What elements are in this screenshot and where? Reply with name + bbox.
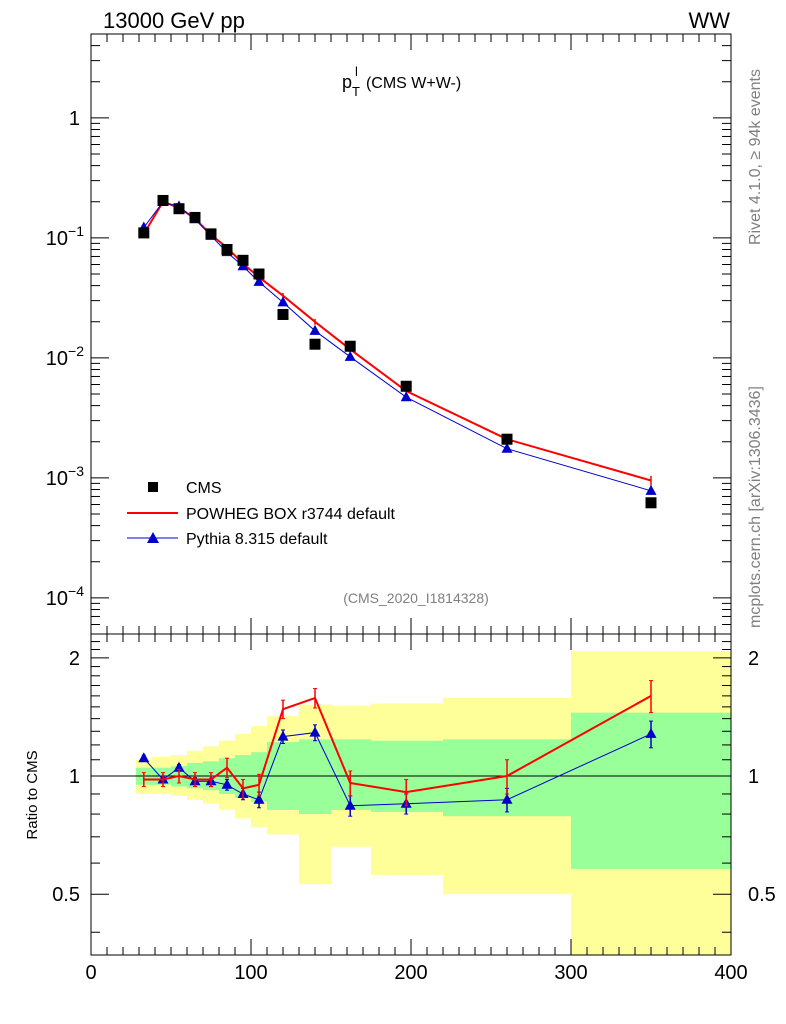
pythia-ratio-point [309,726,321,737]
pythia-point [309,324,321,335]
title-sup: l [355,64,358,79]
ratio-y-ticks: 2 2 1 1 0.5 0.5 [52,641,776,933]
y-tick-exponent: −3 [68,463,84,479]
rivet-version-label: Rivet 4.1.0, ≥ 94k events [747,69,764,245]
ratio-y-tick-label: 0.5 [52,884,80,906]
cms-point [253,268,265,280]
pythia-point [501,442,513,453]
y-tick-base: 10 [46,588,68,610]
pythia-ratio-point [344,799,356,810]
pythia-point [645,484,657,495]
source-label: mcplots.cern.ch [arXiv:1306.3436] [747,386,764,628]
y-tick-label: 1 [69,108,80,130]
legend-label-cms: CMS [186,480,222,497]
ratio-ylabel: Ratio to CMS [24,750,41,839]
pythia-ratio-point [221,778,233,789]
x-tick-label: 300 [554,962,587,984]
cms-point [221,244,233,256]
title-rest: (CMS W+W-) [366,75,461,92]
cms-point [501,433,513,445]
analysis-tag: (CMS_2020_I1814328) [343,590,489,606]
cms-point [344,340,356,352]
y-tick-exponent: −4 [68,583,84,599]
pythia-ratio-point [645,727,657,738]
x-tick-label: 0 [85,962,96,984]
legend-label-pythia: Pythia 8.315 default [186,531,328,548]
cms-point [309,338,321,350]
header-energy-label: 13000 GeV pp [103,8,245,33]
pythia-point [253,275,265,286]
ratio-series [138,680,657,817]
cms-point [173,203,185,215]
pythia-ratio-point [138,752,150,763]
pythia-point [277,296,289,307]
pythia-ratio-point [253,793,265,804]
y-tick-base: 10 [46,228,68,250]
cms-point [400,380,412,392]
ratio-y-tick-label: 2 [69,648,80,670]
pythia-ratio-point [173,761,185,772]
y-tick-base: 10 [46,468,68,490]
powheg-line [142,200,652,482]
title-p: p [342,72,352,92]
x-axis: 0 100 200 300 400 [85,34,748,984]
cms-point [157,194,169,206]
powheg-ratio-line [143,695,652,794]
y-tick-exponent: −1 [68,223,84,239]
cms-point [189,211,201,223]
pythia-point [344,350,356,361]
legend-marker-cms [148,482,158,492]
pythia-ratio-point [277,730,289,741]
legend-marker-pythia [147,532,159,543]
ratio-y-tick-label-right: 2 [748,648,759,670]
header-process-label: WW [688,8,730,33]
plot-title: pT (CMS W+W-) [342,72,461,99]
pythia-ratio-point [501,793,513,804]
y-tick-label: 10−2 [46,343,84,370]
main-y-ticks: 110−110−210−310−4 [46,33,731,635]
y-tick-label: 10−3 [46,463,84,490]
legend-label-powheg: POWHEG BOX r3744 default [186,506,396,523]
y-tick-label: 10−4 [46,583,84,610]
y-tick-exponent: −2 [68,343,84,359]
legend: CMS POWHEG BOX r3744 default Pythia 8.31… [127,480,396,548]
pythia-point [400,391,412,402]
cms-point [205,228,217,240]
cms-point [645,497,657,509]
title-sub: T [352,84,360,99]
band-inner-bin [299,739,331,815]
cms-point [237,254,249,266]
ratio-panel: 2 2 1 1 0.5 0.5 Ratio to CMS [24,633,776,956]
x-tick-label: 200 [394,962,427,984]
main-series [138,194,657,509]
ratio-y-tick-label-right: 0.5 [748,884,776,906]
x-tick-label: 400 [714,962,747,984]
main-panel: 110−110−210−310−4 pT (CMS W+W-) l (CMS_20… [46,33,732,635]
ratio-y-tick-label: 1 [69,766,80,788]
cms-point [138,227,150,239]
cms-point [277,308,289,320]
ratio-y-tick-label-right: 1 [748,766,759,788]
y-tick-base: 10 [46,348,68,370]
x-tick-label: 100 [234,962,267,984]
y-tick-label: 10−1 [46,223,84,250]
pythia-line [143,201,652,492]
